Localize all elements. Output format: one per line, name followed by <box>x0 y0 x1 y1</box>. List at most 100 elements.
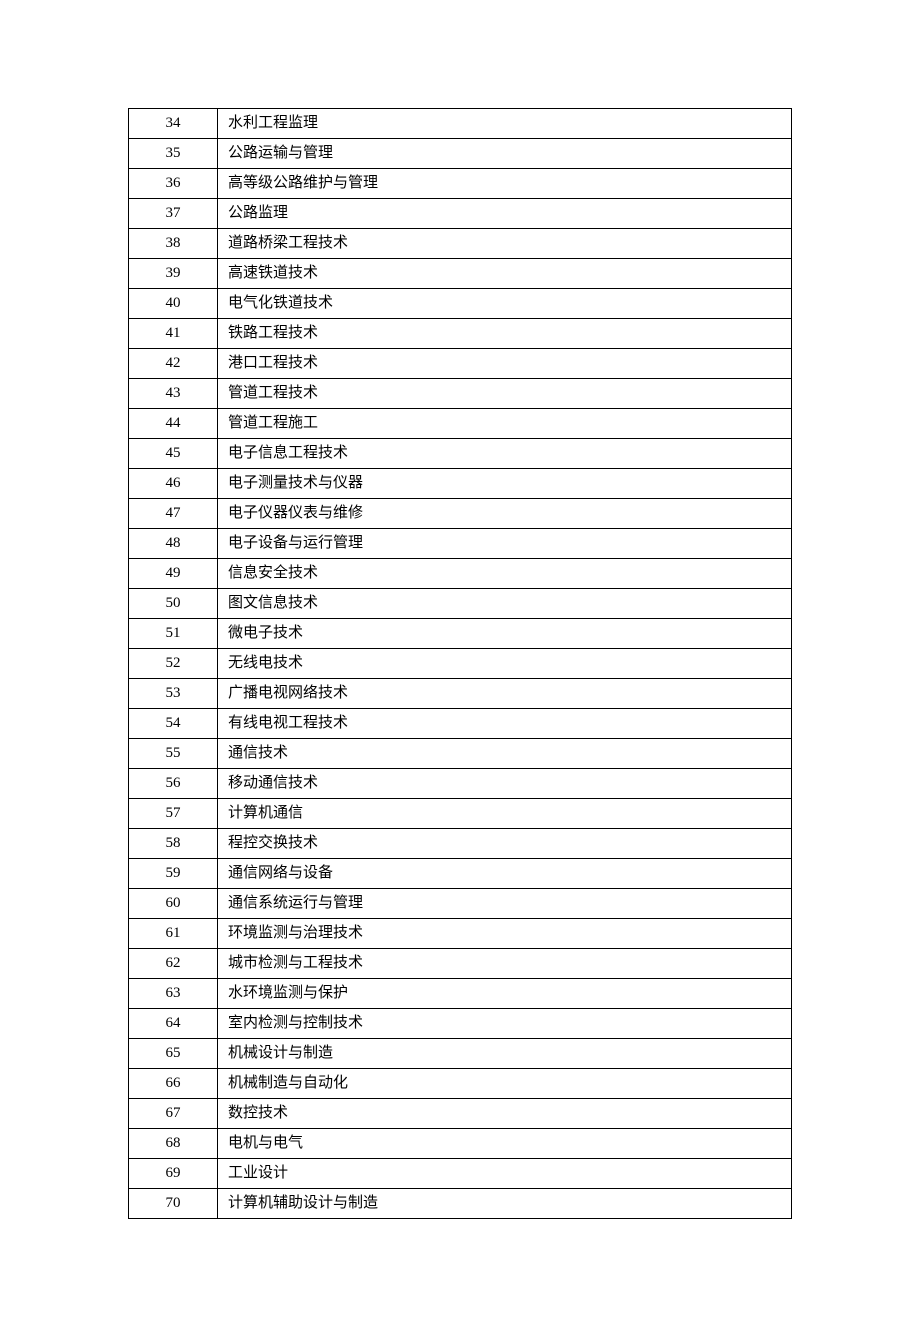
table-row: 62城市检测与工程技术 <box>129 949 792 979</box>
major-name: 通信系统运行与管理 <box>218 889 792 919</box>
row-number: 36 <box>129 169 218 199</box>
table-row: 63水环境监测与保护 <box>129 979 792 1009</box>
major-name: 道路桥梁工程技术 <box>218 229 792 259</box>
row-number: 62 <box>129 949 218 979</box>
table-row: 42港口工程技术 <box>129 349 792 379</box>
row-number: 37 <box>129 199 218 229</box>
row-number: 56 <box>129 769 218 799</box>
table-row: 35公路运输与管理 <box>129 139 792 169</box>
row-number: 68 <box>129 1129 218 1159</box>
major-name: 电子仪器仪表与维修 <box>218 499 792 529</box>
major-name: 电气化铁道技术 <box>218 289 792 319</box>
major-name: 数控技术 <box>218 1099 792 1129</box>
table-row: 49信息安全技术 <box>129 559 792 589</box>
table-body: 34水利工程监理35公路运输与管理36高等级公路维护与管理37公路监理38道路桥… <box>129 109 792 1219</box>
table-row: 36高等级公路维护与管理 <box>129 169 792 199</box>
major-name: 通信技术 <box>218 739 792 769</box>
row-number: 69 <box>129 1159 218 1189</box>
row-number: 34 <box>129 109 218 139</box>
table-row: 55通信技术 <box>129 739 792 769</box>
table-row: 50图文信息技术 <box>129 589 792 619</box>
major-name: 高速铁道技术 <box>218 259 792 289</box>
major-name: 信息安全技术 <box>218 559 792 589</box>
table-row: 67数控技术 <box>129 1099 792 1129</box>
major-name: 港口工程技术 <box>218 349 792 379</box>
row-number: 63 <box>129 979 218 1009</box>
row-number: 54 <box>129 709 218 739</box>
major-name: 机械制造与自动化 <box>218 1069 792 1099</box>
row-number: 66 <box>129 1069 218 1099</box>
row-number: 43 <box>129 379 218 409</box>
major-name: 工业设计 <box>218 1159 792 1189</box>
table-row: 65机械设计与制造 <box>129 1039 792 1069</box>
major-name: 程控交换技术 <box>218 829 792 859</box>
row-number: 57 <box>129 799 218 829</box>
major-name: 广播电视网络技术 <box>218 679 792 709</box>
row-number: 47 <box>129 499 218 529</box>
table-row: 59通信网络与设备 <box>129 859 792 889</box>
table-row: 56移动通信技术 <box>129 769 792 799</box>
major-name: 图文信息技术 <box>218 589 792 619</box>
major-name: 电子设备与运行管理 <box>218 529 792 559</box>
major-name: 水环境监测与保护 <box>218 979 792 1009</box>
row-number: 46 <box>129 469 218 499</box>
row-number: 40 <box>129 289 218 319</box>
major-name: 电机与电气 <box>218 1129 792 1159</box>
table-row: 43管道工程技术 <box>129 379 792 409</box>
table-row: 69工业设计 <box>129 1159 792 1189</box>
table-row: 40电气化铁道技术 <box>129 289 792 319</box>
row-number: 65 <box>129 1039 218 1069</box>
row-number: 38 <box>129 229 218 259</box>
row-number: 50 <box>129 589 218 619</box>
major-name: 公路运输与管理 <box>218 139 792 169</box>
row-number: 51 <box>129 619 218 649</box>
row-number: 59 <box>129 859 218 889</box>
major-name: 环境监测与治理技术 <box>218 919 792 949</box>
row-number: 44 <box>129 409 218 439</box>
major-name: 铁路工程技术 <box>218 319 792 349</box>
table-row: 64室内检测与控制技术 <box>129 1009 792 1039</box>
majors-table: 34水利工程监理35公路运输与管理36高等级公路维护与管理37公路监理38道路桥… <box>128 108 792 1219</box>
major-name: 无线电技术 <box>218 649 792 679</box>
table-row: 34水利工程监理 <box>129 109 792 139</box>
major-name: 有线电视工程技术 <box>218 709 792 739</box>
row-number: 42 <box>129 349 218 379</box>
major-name: 电子信息工程技术 <box>218 439 792 469</box>
table-row: 60通信系统运行与管理 <box>129 889 792 919</box>
row-number: 60 <box>129 889 218 919</box>
major-name: 机械设计与制造 <box>218 1039 792 1069</box>
table-row: 52无线电技术 <box>129 649 792 679</box>
row-number: 58 <box>129 829 218 859</box>
table-row: 70计算机辅助设计与制造 <box>129 1189 792 1219</box>
table-row: 57计算机通信 <box>129 799 792 829</box>
document-page: 34水利工程监理35公路运输与管理36高等级公路维护与管理37公路监理38道路桥… <box>0 0 920 1339</box>
row-number: 49 <box>129 559 218 589</box>
row-number: 41 <box>129 319 218 349</box>
table-row: 51微电子技术 <box>129 619 792 649</box>
table-row: 44管道工程施工 <box>129 409 792 439</box>
major-name: 计算机通信 <box>218 799 792 829</box>
row-number: 70 <box>129 1189 218 1219</box>
row-number: 55 <box>129 739 218 769</box>
table-row: 53广播电视网络技术 <box>129 679 792 709</box>
row-number: 61 <box>129 919 218 949</box>
row-number: 52 <box>129 649 218 679</box>
table-row: 45电子信息工程技术 <box>129 439 792 469</box>
table-row: 68电机与电气 <box>129 1129 792 1159</box>
row-number: 67 <box>129 1099 218 1129</box>
major-name: 微电子技术 <box>218 619 792 649</box>
table-row: 54有线电视工程技术 <box>129 709 792 739</box>
row-number: 48 <box>129 529 218 559</box>
major-name: 管道工程施工 <box>218 409 792 439</box>
table-row: 47电子仪器仪表与维修 <box>129 499 792 529</box>
table-row: 61环境监测与治理技术 <box>129 919 792 949</box>
major-name: 通信网络与设备 <box>218 859 792 889</box>
table-row: 46电子测量技术与仪器 <box>129 469 792 499</box>
row-number: 39 <box>129 259 218 289</box>
major-name: 室内检测与控制技术 <box>218 1009 792 1039</box>
table-row: 38道路桥梁工程技术 <box>129 229 792 259</box>
row-number: 53 <box>129 679 218 709</box>
major-name: 高等级公路维护与管理 <box>218 169 792 199</box>
table-row: 48电子设备与运行管理 <box>129 529 792 559</box>
major-name: 城市检测与工程技术 <box>218 949 792 979</box>
